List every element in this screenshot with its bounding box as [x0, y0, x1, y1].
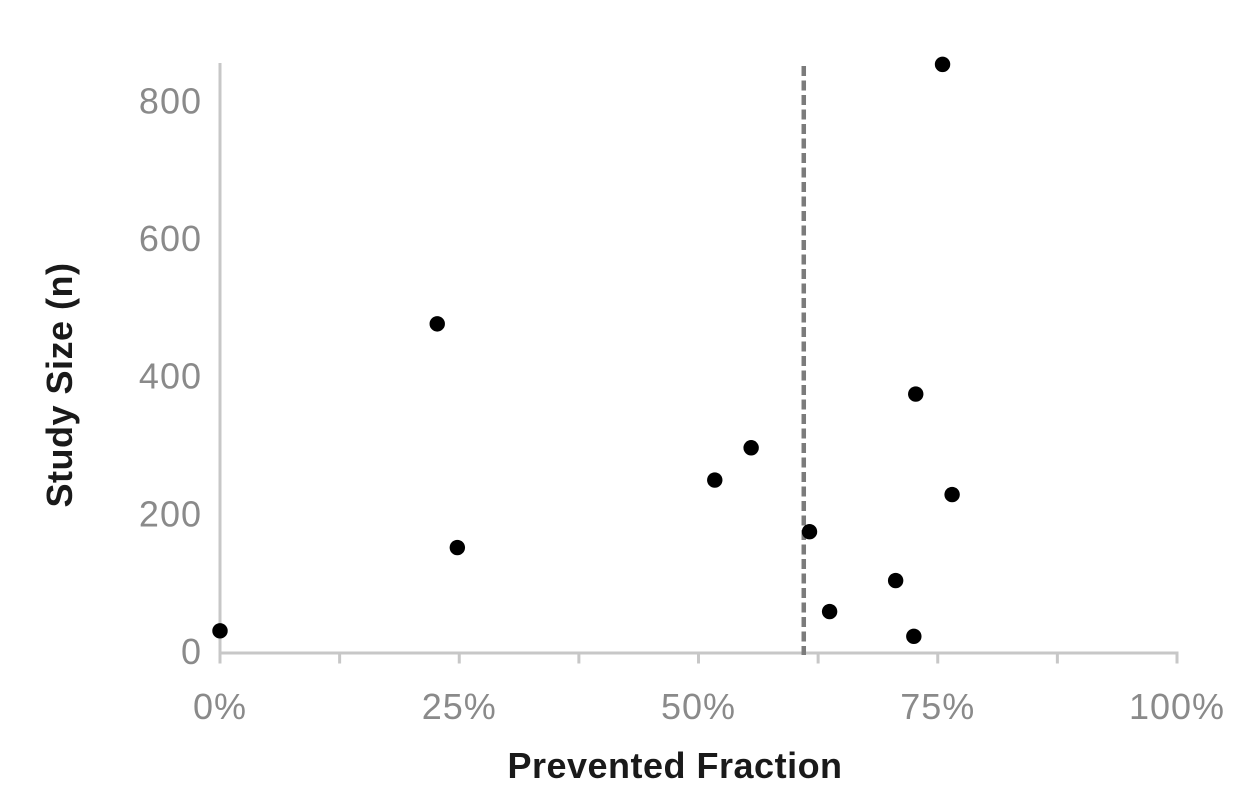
y-tick-label: 0	[181, 631, 202, 672]
x-tick-label: 0%	[193, 686, 247, 727]
y-axis-title: Study Size (n)	[39, 262, 80, 508]
data-point	[906, 628, 922, 645]
y-tick-label: 800	[139, 80, 202, 121]
y-tick-label: 600	[139, 218, 202, 259]
data-point	[449, 539, 466, 556]
data-point	[821, 603, 838, 620]
x-axis-title: Prevented Fraction	[507, 745, 843, 786]
data-point	[743, 440, 759, 456]
data-point	[212, 623, 228, 639]
data-point	[934, 56, 951, 73]
data-point	[887, 572, 904, 589]
data-point	[908, 386, 924, 402]
x-tick-label: 75%	[900, 686, 975, 727]
y-tick-label: 200	[139, 493, 202, 534]
data-point	[801, 524, 818, 540]
x-tick-label: 100%	[1129, 686, 1225, 727]
x-tick-label: 25%	[422, 686, 497, 727]
x-tick-label: 50%	[661, 686, 736, 727]
y-tick-label: 400	[139, 356, 202, 397]
data-point	[944, 486, 960, 503]
data-point	[429, 316, 445, 332]
data-point	[707, 472, 723, 488]
